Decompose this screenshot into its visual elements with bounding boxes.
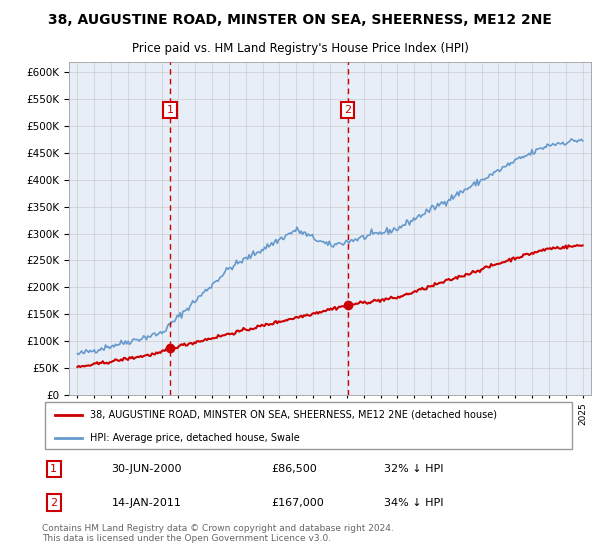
Text: 1: 1 (167, 105, 173, 115)
Text: 1: 1 (50, 464, 57, 474)
Text: 32% ↓ HPI: 32% ↓ HPI (384, 464, 443, 474)
Text: £86,500: £86,500 (272, 464, 317, 474)
Text: 30-JUN-2000: 30-JUN-2000 (112, 464, 182, 474)
FancyBboxPatch shape (44, 402, 572, 449)
Text: £167,000: £167,000 (272, 498, 325, 507)
Text: 34% ↓ HPI: 34% ↓ HPI (384, 498, 443, 507)
Text: Contains HM Land Registry data © Crown copyright and database right 2024.
This d: Contains HM Land Registry data © Crown c… (42, 524, 394, 543)
Text: 2: 2 (50, 498, 58, 507)
Text: Price paid vs. HM Land Registry's House Price Index (HPI): Price paid vs. HM Land Registry's House … (131, 43, 469, 55)
Text: 2: 2 (344, 105, 351, 115)
Text: 38, AUGUSTINE ROAD, MINSTER ON SEA, SHEERNESS, ME12 2NE: 38, AUGUSTINE ROAD, MINSTER ON SEA, SHEE… (48, 13, 552, 27)
Text: HPI: Average price, detached house, Swale: HPI: Average price, detached house, Swal… (90, 433, 300, 443)
Text: 14-JAN-2011: 14-JAN-2011 (112, 498, 181, 507)
Text: 38, AUGUSTINE ROAD, MINSTER ON SEA, SHEERNESS, ME12 2NE (detached house): 38, AUGUSTINE ROAD, MINSTER ON SEA, SHEE… (90, 409, 497, 419)
